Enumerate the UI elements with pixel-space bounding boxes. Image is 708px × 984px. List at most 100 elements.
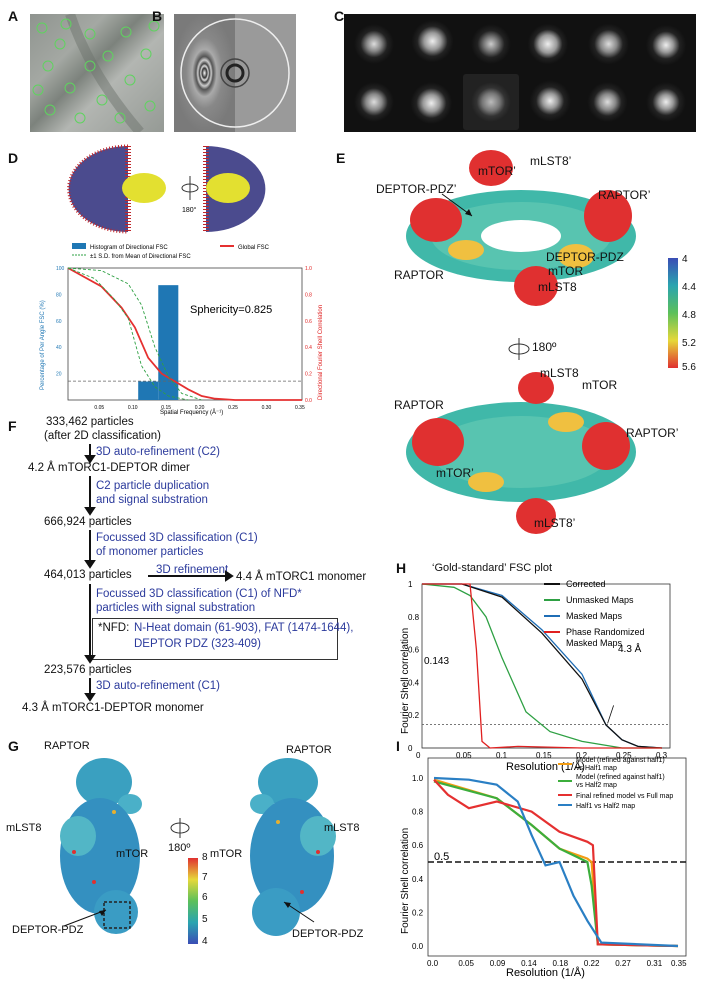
h-legend-label: Masked Maps [566, 611, 623, 621]
panel-a-label: A [8, 8, 19, 24]
g-label-raptor-left: RAPTOR [44, 740, 90, 752]
d-ytick-label: 60 [56, 319, 62, 325]
i-ytick-label: 0.4 [412, 875, 424, 884]
i-xtick-label: 0.18 [552, 959, 568, 968]
i-legend-label: vs Half1 map [576, 765, 617, 772]
f-result-final: 4.3 Å mTORC1-DEPTOR monomer [22, 702, 204, 714]
panel-h-label: H [396, 560, 407, 576]
d-ylabel-right: Directional Fourier Shell Correlation [318, 305, 324, 400]
h-ytick-label: 0.2 [408, 711, 420, 720]
i-ytick-label: 0.8 [412, 808, 424, 817]
rotation-icon [170, 818, 190, 838]
f-result-monomer: 4.4 Å mTORC1 monomer [236, 571, 367, 583]
i-legend: Model (refined against half1) vs Half1 m… [558, 757, 673, 810]
i-xtick-label: 0.14 [521, 959, 537, 968]
panel-e-label: E [336, 150, 346, 166]
e-colorbar-tick: 4.8 [682, 310, 696, 321]
h-xtick-label: 0 [416, 751, 421, 760]
class-average [346, 16, 403, 72]
h-legend-label: Phase Randomized [566, 627, 645, 637]
nfd-box [92, 618, 338, 660]
rotation-icon [181, 176, 199, 200]
angular-distribution-figure: 180° [67, 144, 266, 234]
i-ytick-label: 0.6 [412, 841, 424, 850]
panel-b-label: B [152, 8, 163, 24]
i-ytick-label: 1.0 [412, 774, 424, 783]
class-average [404, 16, 461, 72]
d-ytick-right-label: 0.4 [305, 345, 312, 351]
g-label-deptor-right: DEPTOR-PDZ [292, 928, 364, 940]
h-ytick-label: 0.6 [408, 646, 420, 655]
flow-arrows [84, 444, 234, 702]
d-ytick-right-label: 0.0 [305, 398, 312, 404]
power-spectrum-image [174, 14, 296, 132]
d-xlabel: Spatial Frequency (Å⁻¹) [160, 409, 223, 416]
h-title: ‘Gold-standard’ FSC plot [432, 562, 553, 574]
g-colorbar-tick: 8 [202, 852, 208, 863]
micrograph-image [30, 14, 164, 132]
corrected-line [422, 583, 663, 749]
class-average [520, 16, 578, 72]
h-resolution-label: 4.3 Å [618, 642, 642, 655]
f-op-6: 3D auto-refinement (C1) [96, 680, 220, 692]
cryo-em-map-bottom [406, 372, 636, 534]
f-op-4: 3D refinement [156, 564, 229, 576]
local-resolution-map-right [250, 758, 336, 936]
histogram-bar [158, 285, 179, 400]
f-op-5a: Focussed 3D classification (C1) of NFD* [96, 588, 302, 600]
d-ytick-right-label: 0.2 [305, 372, 312, 378]
cryo-em-map-top [406, 150, 636, 306]
f-op-2a: C2 particle duplication [96, 480, 210, 492]
sd-lower-line [67, 267, 189, 401]
i-ytick-label: 0.0 [412, 942, 424, 951]
h-xtick-label: 0.05 [456, 751, 472, 760]
masked-maps-line [422, 583, 663, 749]
e-colorbar [668, 258, 678, 368]
d-ytick-right-label: 0.8 [305, 292, 312, 298]
i-ylabel: Fourier Shell correlation [400, 828, 411, 934]
e-b-label-mtor-prime: mTOR’ [436, 466, 474, 480]
d-ytick-label: 40 [56, 345, 62, 351]
i-xtick-label: 0.05 [458, 959, 474, 968]
i-xlabel: Resolution (1/Å) [506, 966, 585, 979]
g-label-mlst8-right: mLST8 [324, 822, 360, 834]
sd-upper-line [67, 267, 202, 401]
h-ylabel: Fourier Shell correlation [400, 628, 411, 734]
unmasked-maps-line [421, 583, 662, 749]
phase-randomized-line [422, 583, 662, 749]
histogram-bar [138, 381, 159, 400]
e-b-label-mlst8-prime: mLST8’ [534, 516, 576, 530]
class-average [346, 74, 403, 130]
e-colorbar-tick: 4 [682, 254, 688, 265]
i-threshold-label: 0.5 [434, 851, 449, 863]
f-op-1: 3D auto-refinement (C2) [96, 446, 220, 458]
e-colorbar-tick: 4.4 [682, 282, 696, 293]
class-average [579, 74, 636, 130]
angular-distribution-left [67, 144, 166, 234]
panel-i-label: I [396, 738, 400, 754]
g-colorbar-tick: 7 [202, 872, 208, 883]
i-xtick-label: 0.0 [427, 959, 439, 968]
legend-global-label: Global FSC [238, 245, 270, 251]
g-label-mtor-left: mTOR [116, 848, 149, 860]
e-label-mlst8: mLST8 [538, 280, 577, 294]
e-label-mlst8-prime: mLST8’ [530, 154, 572, 168]
angular-distribution-right [203, 146, 266, 232]
pointer-arrow [63, 909, 107, 927]
e-label-mtor-prime: mTOR’ [478, 164, 516, 178]
model-map-fsc-chart: 0.0 0.05 0.09 0.14 0.18 0.22 0.27 0.31 0.35 0.0 0.… [400, 757, 687, 979]
e-b-label-raptor-prime: RAPTOR’ [626, 426, 679, 440]
e-label-raptor-prime: RAPTOR’ [598, 188, 651, 202]
h-xtick-label: 0.15 [536, 751, 552, 760]
h-legend-label: Corrected [566, 579, 606, 589]
e-rotation-label: 180º [532, 340, 557, 354]
h-xtick-label: 0.1 [496, 751, 508, 760]
d-ytick-label: 80 [56, 292, 62, 298]
f-step-particles-2: 666,924 particles [44, 516, 132, 528]
g-label-mtor-right: mTOR [210, 848, 243, 860]
i-xtick-label: 0.31 [647, 959, 663, 968]
d-xtick-label: 0.25 [228, 405, 238, 411]
class-average [637, 16, 694, 72]
e-b-label-mtor: mTOR [582, 378, 618, 392]
f-step-particles-1: 333,462 particles [46, 416, 134, 428]
